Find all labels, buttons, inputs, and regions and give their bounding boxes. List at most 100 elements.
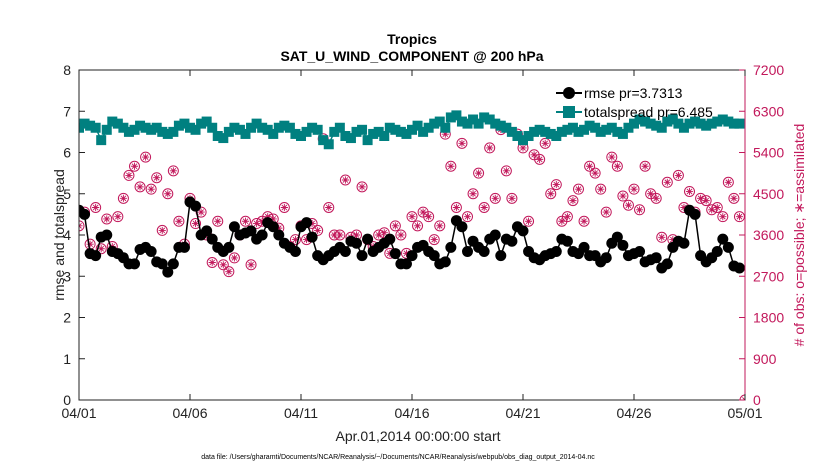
obs-count-point — [506, 192, 518, 204]
obs-possible-marker — [539, 137, 551, 149]
totalspread-point — [334, 122, 345, 133]
rmse-point — [167, 258, 179, 270]
obs-assimilated-marker — [724, 178, 732, 186]
obs-count-point — [356, 181, 368, 193]
obs-assimilated-marker — [558, 217, 566, 225]
obs-count-point — [406, 211, 418, 223]
x-tick-label: 04/11 — [284, 405, 318, 421]
obs-assimilated-marker — [624, 201, 633, 209]
totalspread-point — [273, 122, 284, 133]
obs-count-point — [550, 179, 562, 191]
series-layer — [79, 110, 745, 400]
totalspread-point — [223, 126, 234, 137]
totalspread-point — [234, 124, 245, 135]
y2-tick-label: 6300 — [753, 103, 784, 119]
obs-count-point — [611, 160, 623, 172]
obs-assimilated-marker — [147, 185, 155, 193]
rmse-point — [456, 221, 468, 233]
totalspread-point — [573, 126, 584, 137]
obs-count-point — [578, 215, 590, 227]
obs-assimilated-marker — [280, 203, 288, 212]
obs-assimilated-marker — [658, 233, 666, 241]
totalspread-point — [412, 120, 423, 131]
totalspread-point — [112, 118, 123, 129]
totalspread-point — [623, 122, 634, 133]
totalspread-point — [640, 116, 651, 127]
obs-assimilated-marker — [397, 231, 405, 239]
obs-assimilated-marker — [291, 235, 300, 244]
obs-possible-marker — [223, 266, 235, 278]
obs-assimilated-marker — [669, 235, 677, 244]
totalspread-point — [551, 131, 562, 141]
obs-count-point — [545, 188, 557, 200]
obs-assimilated-marker — [552, 180, 560, 189]
rmse-point — [79, 208, 91, 220]
obs-count-point — [700, 195, 712, 207]
obs-possible-marker — [212, 215, 224, 227]
obs-possible-marker — [412, 220, 424, 232]
totalspread-point — [706, 118, 717, 129]
obs-assimilated-marker — [475, 169, 483, 177]
obs-assimilated-marker — [336, 231, 344, 239]
rmse-point — [156, 258, 168, 270]
obs-possible-marker — [90, 202, 102, 213]
totalspread-point — [351, 126, 362, 137]
obs-possible-marker — [706, 204, 718, 216]
obs-assimilated-marker — [508, 194, 516, 202]
obs-assimilated-marker — [735, 213, 744, 221]
obs-assimilated-marker — [219, 261, 227, 269]
obs-count-point — [289, 234, 301, 246]
totalspread-point — [151, 122, 162, 133]
totalspread-point — [101, 124, 112, 135]
totalspread-point — [529, 126, 540, 137]
obs-possible-marker — [617, 190, 629, 202]
obs-possible-marker — [534, 153, 546, 165]
totalspread-point — [690, 116, 701, 127]
rmse-point — [400, 258, 412, 270]
rmse-point — [733, 262, 745, 274]
rmse-point — [190, 200, 202, 212]
legend-rmse-label: rmse pr=3.7313 — [584, 85, 683, 101]
obs-possible-marker — [373, 229, 385, 241]
obs-count-point — [733, 211, 745, 223]
rmse-point — [162, 266, 174, 278]
rmse-point — [267, 221, 279, 233]
obs-count-point — [584, 160, 596, 172]
totalspread-point — [173, 120, 184, 131]
obs-count-point — [90, 202, 102, 213]
obs-assimilated-marker — [275, 224, 283, 232]
rmse-point — [256, 229, 268, 241]
totalspread-point — [323, 139, 334, 150]
obs-assimilated-marker — [597, 185, 605, 193]
obs-count-point — [478, 202, 490, 213]
obs-possible-marker — [711, 202, 723, 213]
obs-count-point — [706, 204, 718, 216]
obs-assimilated-marker — [441, 130, 449, 138]
totalspread-point — [617, 128, 628, 139]
totalspread-point — [190, 124, 201, 135]
obs-possible-marker — [473, 167, 485, 179]
rmse-point — [101, 229, 113, 241]
totalspread-point — [373, 126, 384, 137]
obs-possible-marker — [389, 220, 401, 232]
obs-assimilated-marker — [247, 261, 255, 269]
obs-possible-marker — [622, 199, 634, 211]
totalspread-point — [429, 118, 440, 129]
obs-count-point — [634, 204, 646, 216]
obs-count-point — [323, 202, 335, 213]
obs-count-point — [228, 252, 240, 264]
rmse-point — [245, 225, 257, 237]
obs-count-point — [462, 211, 473, 223]
rmse-point — [617, 239, 629, 251]
obs-count-point — [695, 192, 707, 204]
y-tick-label: 8 — [63, 62, 71, 78]
obs-possible-marker — [733, 211, 745, 223]
obs-possible-marker — [639, 160, 651, 172]
obs-assimilated-marker — [719, 213, 727, 221]
totalspread-point — [662, 116, 673, 127]
obs-possible-marker — [428, 234, 440, 246]
obs-count-point — [484, 142, 496, 154]
rmse-point — [439, 256, 451, 268]
obs-possible-marker — [217, 259, 229, 271]
totalspread-point — [90, 122, 101, 133]
